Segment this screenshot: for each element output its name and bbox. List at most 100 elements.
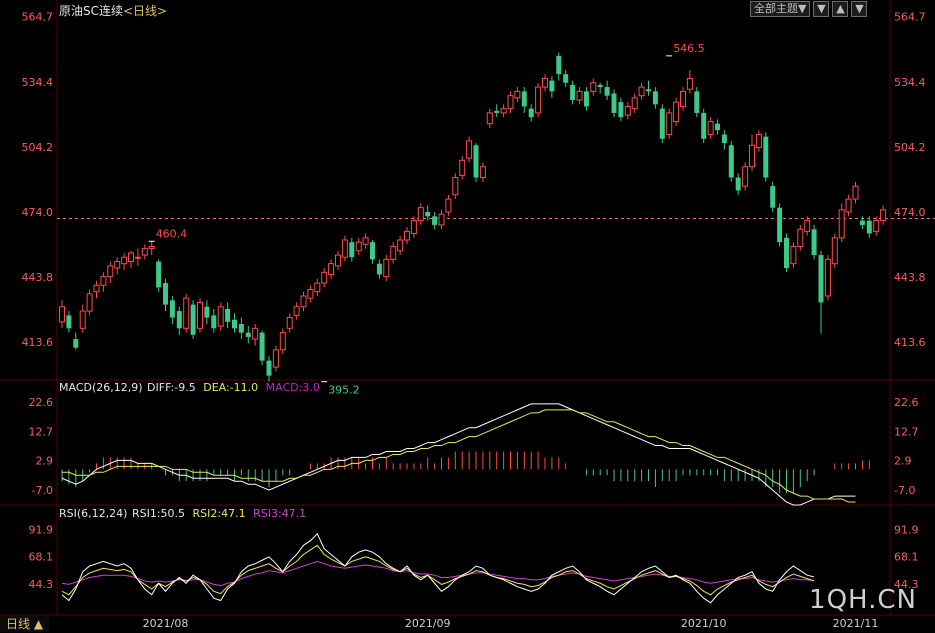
x-axis-tick: 2021/09 [405, 617, 451, 630]
x-axis-tick: 2021/11 [833, 617, 879, 630]
price-y-tick-right: 534.4 [894, 76, 926, 89]
candle-body [307, 289, 314, 299]
candle-body [479, 166, 486, 179]
rsi2-value: RSI2:47.1 [192, 507, 246, 520]
candle-body [362, 237, 369, 245]
candle-body [163, 283, 168, 305]
candle-body [735, 177, 741, 191]
candle-body [742, 166, 749, 187]
macd-y-tick-right: -7.0 [894, 484, 915, 497]
candle-body [556, 55, 562, 75]
candle-body [417, 207, 424, 222]
candle-body [549, 80, 555, 92]
candle-body [604, 87, 610, 96]
candle-body [763, 136, 769, 178]
price-y-tick-left: 504.2 [22, 141, 54, 154]
candle-body [404, 230, 410, 241]
candle-body [383, 258, 390, 278]
candle-body [873, 220, 880, 232]
candle-body [624, 105, 631, 116]
period-label[interactable]: <日线> [123, 4, 168, 18]
candle-body [300, 295, 307, 308]
macd-title: MACD(26,12,9) [59, 381, 143, 394]
candle-body [535, 86, 542, 114]
rsi-y-tick-left: 91.9 [29, 523, 54, 536]
candle-body [355, 241, 362, 252]
candle-body [521, 91, 527, 107]
candle-body [652, 91, 658, 105]
price-annotation: 460.4 [156, 227, 188, 240]
scroll-down-button[interactable]: ▼ [851, 1, 868, 17]
candle-body [666, 112, 673, 135]
candle-body [148, 245, 155, 250]
candle-body [314, 282, 321, 293]
candle-body [390, 245, 397, 260]
candle-body [583, 91, 589, 107]
price-y-tick-left: 443.8 [22, 271, 54, 284]
macd-diff-value: DIFF:-9.5 [147, 381, 196, 394]
price-y-tick-left: 534.4 [22, 76, 54, 89]
candle-body [500, 108, 507, 114]
collapse-button[interactable]: ▼ [813, 1, 830, 17]
price-y-tick-left: 564.7 [22, 11, 54, 24]
candle-body [728, 145, 734, 178]
x-axis-tick: 2021/10 [681, 617, 727, 630]
candle-body [755, 133, 762, 148]
candle-body [197, 301, 203, 329]
candle-body [880, 209, 887, 222]
header: 原油SC连续<日线> [59, 2, 167, 19]
x-axis-tick: 2021/08 [143, 617, 189, 630]
candle-body [211, 315, 217, 329]
candle-body [494, 110, 500, 113]
macd-y-tick-right: 12.7 [894, 426, 919, 439]
candle-body [707, 121, 714, 135]
rsi1-value: RSI1:50.5 [131, 507, 186, 520]
candle-body [680, 90, 686, 107]
candle-body [542, 77, 548, 88]
rsi-y-tick-left: 68.1 [29, 551, 54, 564]
candle-body [866, 220, 872, 234]
candle-body [486, 112, 493, 125]
candle-body [141, 248, 148, 256]
price-annotation: 546.5 [673, 42, 705, 55]
candle-body [811, 229, 817, 256]
rsi-header: RSI(6,12,24) RSI1:50.5 RSI2:47.1 RSI3:47… [59, 507, 310, 520]
candle-body [232, 319, 237, 329]
price-y-tick-left: 474.0 [22, 206, 54, 219]
candle-body [570, 84, 576, 100]
macd-dea-line [62, 409, 856, 503]
macd-y-tick-right: 22.6 [894, 396, 919, 409]
candle-body [445, 198, 452, 213]
candle-body [121, 256, 128, 265]
rsi2-line [61, 544, 815, 596]
rsi-y-tick-right: 91.9 [894, 523, 919, 536]
candle-body [238, 324, 244, 333]
candle-body [507, 95, 514, 110]
candle-body [86, 293, 93, 312]
macd-y-tick-left: 12.7 [29, 426, 54, 439]
candle-body [79, 310, 86, 329]
candle-body [225, 308, 231, 322]
theme-dropdown-button[interactable]: 全部主题▼ [750, 1, 811, 17]
candle-body [272, 349, 279, 368]
candle-body [286, 317, 293, 329]
macd-y-tick-left: 2.9 [36, 455, 54, 468]
candle-body [694, 91, 700, 113]
period-button[interactable]: 日线 ▲ [0, 616, 50, 632]
scroll-up-button[interactable]: ▲ [832, 1, 849, 17]
candle-body [107, 265, 114, 278]
candle-body [100, 276, 107, 286]
macd-y-tick-left: 22.6 [29, 396, 54, 409]
candle-body [749, 144, 755, 168]
candle-body [797, 228, 804, 247]
candle-body [425, 212, 431, 217]
toolbar: 全部主题▼ ▼ ▲ ▼ [750, 1, 868, 17]
candle-body [370, 242, 375, 260]
candle-body [341, 239, 348, 258]
candle-body [804, 220, 811, 232]
candle-body [266, 360, 272, 376]
candle-body [618, 102, 624, 118]
candle-body [134, 256, 141, 259]
macd-macd-value: MACD:3.0 [265, 381, 320, 394]
